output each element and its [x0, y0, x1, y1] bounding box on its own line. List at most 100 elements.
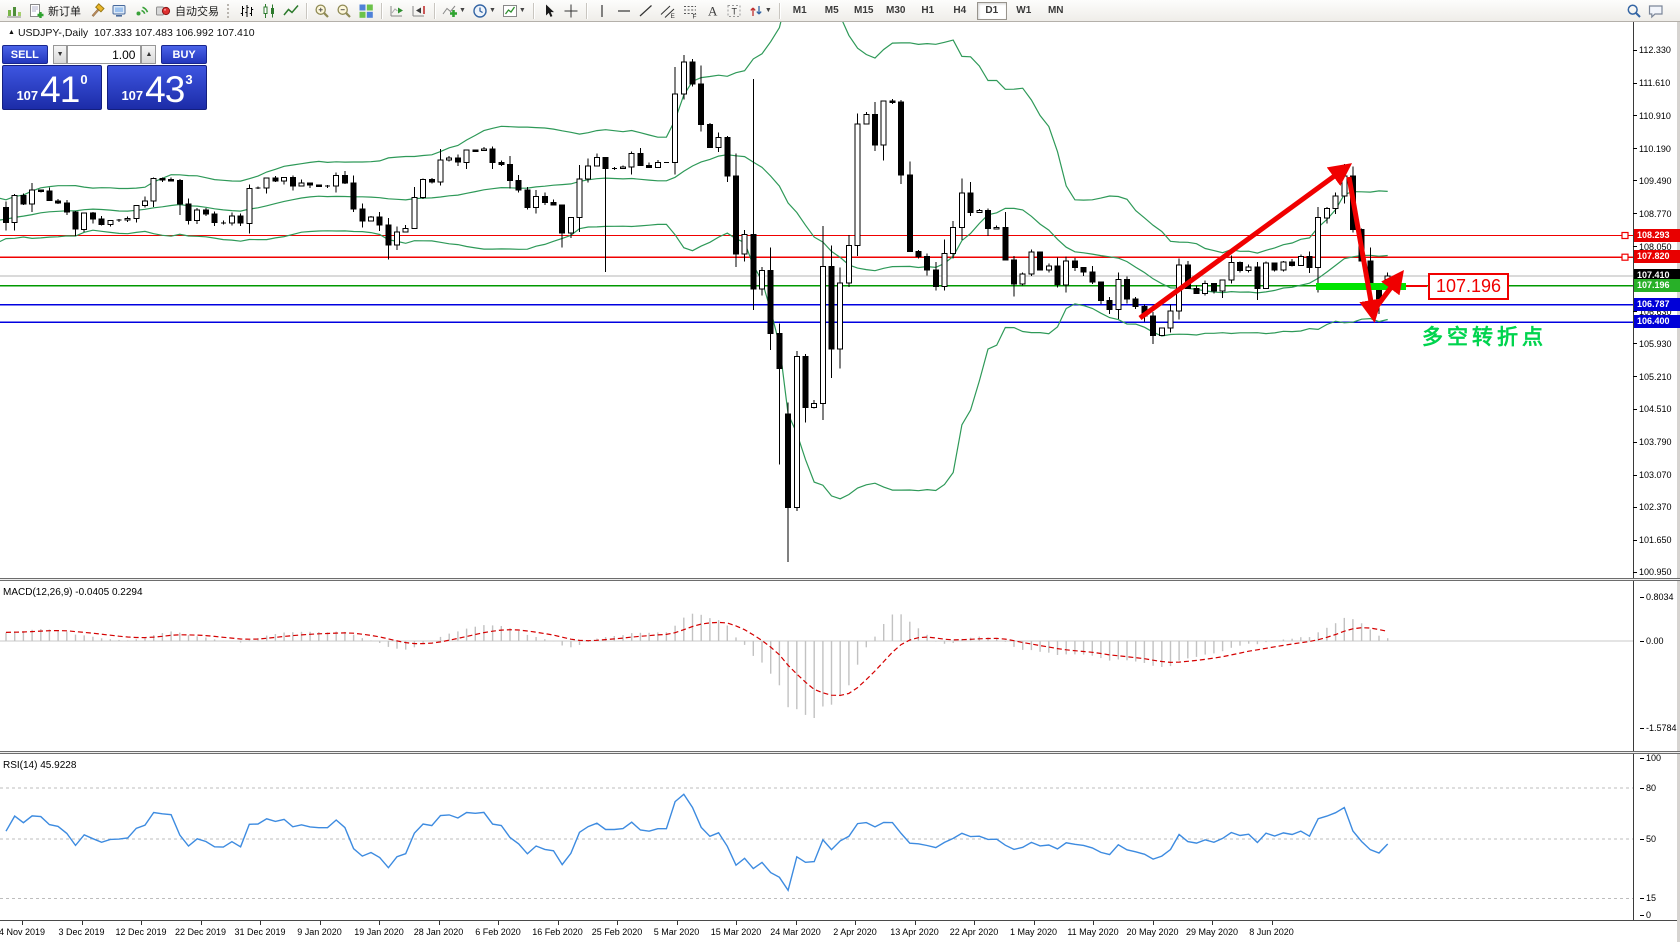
text-label-icon[interactable]: T	[723, 2, 745, 20]
signals-icon[interactable]	[130, 2, 152, 20]
chart-shift-icon[interactable]	[408, 2, 430, 20]
date-label: 8 Jun 2020	[1249, 927, 1294, 937]
bar-chart-icon[interactable]	[236, 2, 258, 20]
date-tick	[617, 921, 618, 925]
fibonacci-icon[interactable]: F	[679, 2, 701, 20]
indicators-dropdown-caret[interactable]: ▼	[459, 7, 466, 14]
timeframe-m15[interactable]: M15	[854, 4, 874, 16]
chat-icon[interactable]	[1645, 2, 1667, 20]
new-order-label[interactable]: 新订单	[48, 5, 81, 18]
templates-icon[interactable]	[499, 2, 521, 20]
crosshair-icon[interactable]	[560, 2, 582, 20]
price-badge: 107.196	[1634, 278, 1680, 292]
price-chart[interactable]	[0, 22, 1633, 578]
text-tool-icon[interactable]: A	[701, 2, 723, 20]
macd-axis[interactable]: 0.8034 0.00 -1.5784	[1633, 581, 1680, 751]
macd-pane[interactable]: MACD(12,26,9) -0.0405 0.2294 0.8034 0.00 -…	[0, 581, 1680, 751]
candlestick-chart-icon[interactable]	[258, 2, 280, 20]
terminal-icon[interactable]	[108, 2, 130, 20]
rsi-chart[interactable]	[0, 754, 1633, 920]
date-label: 3 Dec 2019	[58, 927, 105, 937]
timeframe-m1[interactable]: M1	[792, 4, 807, 16]
svg-text:A: A	[708, 3, 718, 18]
timeframe-m5[interactable]: M5	[824, 4, 839, 16]
timeframe-w1[interactable]: W1	[1016, 4, 1032, 16]
rsi-axis-label: 100	[1640, 754, 1661, 763]
buy-button[interactable]: BUY	[161, 45, 207, 64]
price-callout-label[interactable]: 107.196	[1428, 273, 1509, 300]
trendline-icon[interactable]	[635, 2, 657, 20]
date-label: 24 Mar 2020	[770, 927, 821, 937]
sell-price-button[interactable]: 107 41 0	[2, 65, 102, 110]
price-badge: 106.400	[1634, 315, 1680, 329]
date-tick	[974, 921, 975, 925]
periods-icon[interactable]	[469, 2, 491, 20]
autotrading-icon[interactable]	[152, 2, 174, 20]
axis-border	[1633, 22, 1634, 920]
price-tick: 108.770	[1633, 209, 1672, 219]
timeframe-m30[interactable]: M30	[886, 4, 906, 16]
rsi-axis[interactable]: 100 80 50 15 0	[1633, 754, 1680, 920]
price-tick: 110.190	[1633, 144, 1671, 154]
buy-price-prefix: 107	[121, 88, 144, 103]
date-label: 20 May 2020	[1126, 927, 1179, 937]
zoom-out-icon[interactable]	[333, 2, 355, 20]
toolbar-drag-handle[interactable]	[227, 3, 233, 18]
macd-values: -0.0405 0.2294	[75, 587, 143, 598]
date-label: 15 Mar 2020	[710, 927, 762, 937]
vertical-line-icon[interactable]	[591, 2, 613, 20]
zoom-in-icon[interactable]	[311, 2, 333, 20]
hammer-icon[interactable]	[86, 2, 108, 20]
rsi-value: 45.9228	[40, 760, 77, 771]
timeframe-h4[interactable]: H4	[953, 4, 967, 16]
chart-symbol-label: ▲ USDJPY-,Daily 107.333 107.483 106.992 1…	[8, 27, 255, 39]
price-axis[interactable]: 112.330 111.610 110.910 110.190 109.490 108.7…	[1633, 22, 1680, 578]
cursor-icon[interactable]	[538, 2, 560, 20]
arrows-dropdown-caret[interactable]: ▼	[764, 7, 772, 14]
pane-splitter[interactable]	[0, 751, 1680, 754]
timeframe-h1[interactable]: H1	[921, 4, 935, 16]
toolbar-separator	[306, 2, 307, 19]
periods-dropdown-caret[interactable]: ▼	[488, 7, 496, 14]
search-icon[interactable]	[1623, 2, 1645, 20]
templates-dropdown-caret[interactable]: ▼	[518, 7, 526, 14]
equidistant-channel-icon[interactable]: E	[657, 2, 679, 20]
price-badge: 108.293	[1634, 228, 1680, 242]
timeframe-mn[interactable]: MN	[1047, 4, 1064, 16]
volume-input[interactable]	[67, 45, 142, 64]
buy-price-button[interactable]: 107 43 3	[107, 65, 207, 110]
date-label: 12 Dec 2019	[115, 927, 167, 937]
turning-point-note[interactable]: 多空转折点	[1422, 326, 1547, 349]
date-axis[interactable]: 4 Nov 2019 3 Dec 2019 12 Dec 2019 22 Dec 20…	[0, 920, 1680, 942]
rsi-pane[interactable]: RSI(14) 45.9228 100 80 50 15 0	[0, 754, 1680, 920]
callout-connector	[1406, 285, 1427, 287]
date-label: 31 Dec 2019	[234, 927, 286, 937]
price-tick: 102.370	[1633, 502, 1672, 512]
price-tick: 103.070	[1633, 470, 1672, 480]
horizontal-line-icon[interactable]	[613, 2, 635, 20]
new-order-icon[interactable]	[25, 2, 47, 20]
date-tick	[557, 921, 559, 925]
arrows-tool-icon[interactable]	[745, 2, 767, 20]
volume-increase-button[interactable]: ▲	[141, 45, 157, 64]
price-tick: 106.630	[1633, 307, 1672, 317]
rsi-label: RSI(14) 45.9228	[3, 760, 77, 771]
date-label: 1 May 2020	[1009, 927, 1058, 937]
buy-price-big: 43	[145, 69, 185, 110]
app-icon[interactable]	[3, 2, 25, 20]
date-label: 11 May 2020	[1067, 927, 1119, 937]
pane-splitter[interactable]	[0, 578, 1680, 581]
date-label: 19 Jan 2020	[354, 927, 404, 937]
sell-button[interactable]: SELL	[2, 45, 48, 64]
line-chart-icon[interactable]	[280, 2, 302, 20]
autotrading-label[interactable]: 自动交易	[175, 5, 219, 18]
volume-decrease-button[interactable]: ▼	[52, 45, 68, 64]
date-tick	[1212, 921, 1213, 925]
highlight-bar[interactable]	[1316, 283, 1406, 290]
indicators-icon[interactable]	[439, 2, 461, 20]
tile-windows-icon[interactable]	[355, 2, 377, 20]
main-chart-pane[interactable]: ▲ USDJPY-,Daily 107.333 107.483 106.992 1…	[0, 22, 1680, 578]
timeframe-d1[interactable]: D1	[976, 1, 1007, 20]
auto-scroll-icon[interactable]	[386, 2, 408, 20]
macd-chart[interactable]	[0, 581, 1633, 751]
